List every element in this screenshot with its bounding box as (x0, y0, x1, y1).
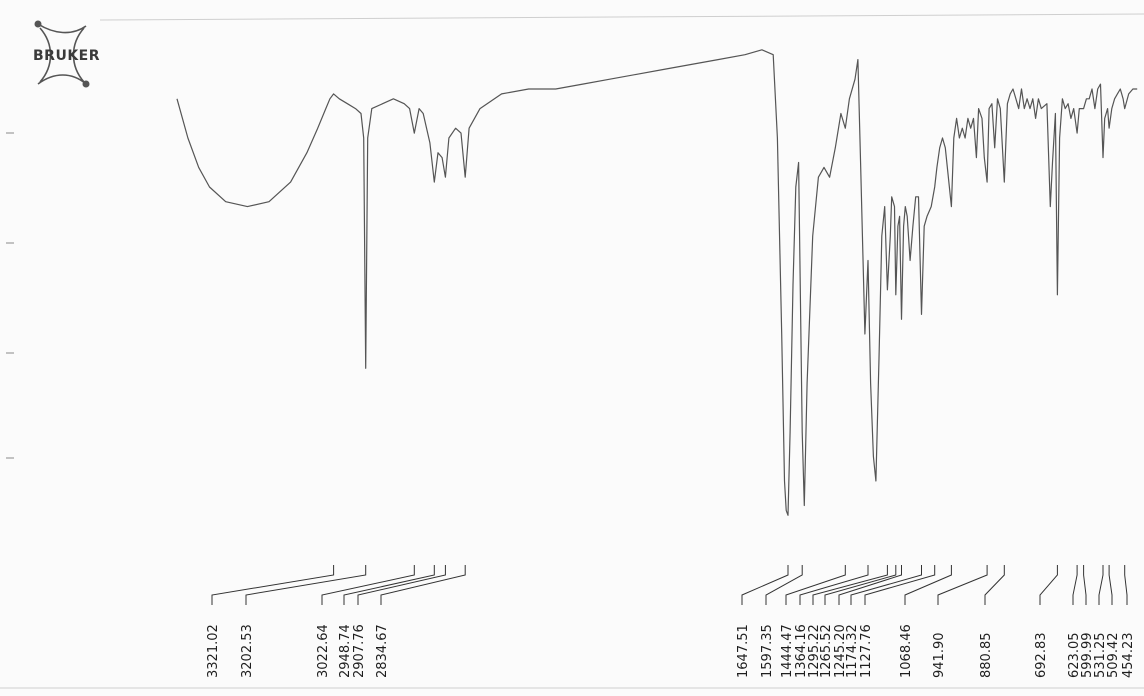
peak-leader-line (765, 565, 803, 605)
peak-leader-line (904, 565, 952, 605)
peak-label: 1127.76 (859, 624, 874, 678)
peak-label: 623.05 (1067, 633, 1082, 679)
frame-top (99, 13, 1144, 21)
peak-leader-line (1039, 565, 1058, 605)
logo-atom-dot (82, 80, 90, 88)
peak-leader-line (1124, 565, 1128, 605)
bruker-logo: BRUKER (33, 20, 100, 88)
peak-label: 1245.20 (833, 624, 848, 678)
peak-leader-line (864, 565, 936, 605)
peak-leader-line (824, 565, 897, 605)
peak-leader-line (321, 565, 415, 605)
peak-label: 1647.51 (736, 624, 751, 678)
peak-labels-layer: 3321.02 3202.53 3022.64 2948.74 2907.76 2834.… (206, 565, 1136, 678)
peak-leader-line (785, 565, 846, 605)
peak-label: 880.85 (979, 633, 994, 679)
peak-label: 1174.32 (845, 624, 860, 678)
peak-label: 692.83 (1034, 633, 1049, 679)
peak-label: 1265.52 (819, 624, 834, 678)
peak-leader-line (1083, 565, 1087, 605)
peak-label: 2834.67 (375, 624, 390, 678)
peak-leader-line (741, 565, 789, 605)
peak-leader-line (937, 565, 988, 605)
peak-leader-line (984, 565, 1005, 605)
peak-label: 1444.47 (780, 624, 795, 678)
peak-leader-line (211, 565, 335, 605)
peak-leader-line (245, 565, 367, 605)
peak-label: 1364.16 (794, 624, 809, 678)
peak-leader-line (343, 565, 435, 605)
peak-label: 531.25 (1093, 633, 1108, 679)
peak-label: 2907.76 (352, 624, 367, 678)
peak-label: 2948.74 (338, 624, 353, 678)
peak-leader-line (357, 565, 446, 605)
peak-leader-line (380, 565, 466, 605)
spectrum-trace-line (176, 49, 1138, 516)
trace-layer (176, 49, 1138, 516)
peak-label: 1068.46 (899, 624, 914, 678)
peak-label: 3202.53 (240, 624, 255, 678)
peak-leader-line (799, 565, 869, 605)
peak-label: 941.90 (932, 633, 947, 679)
peak-leader-line (1072, 565, 1078, 605)
peak-leader-line (1108, 565, 1113, 605)
logo-atom-orbit (37, 23, 87, 85)
peak-leader-line (850, 565, 922, 605)
peak-label: 509.42 (1106, 633, 1121, 679)
logo-atom-dot (34, 20, 42, 28)
peak-label: 3321.02 (206, 624, 221, 678)
peak-label: 3022.64 (316, 624, 331, 678)
logo-text: BRUKER (33, 48, 100, 64)
peak-leader-line (1098, 565, 1104, 605)
peak-label: 1295.22 (807, 624, 822, 678)
peak-label: 1597.35 (760, 624, 775, 678)
peak-leader-line (812, 565, 888, 605)
peak-label: 599.99 (1080, 633, 1095, 679)
peak-label: 454.23 (1121, 633, 1136, 679)
peak-leader-line (838, 565, 902, 605)
